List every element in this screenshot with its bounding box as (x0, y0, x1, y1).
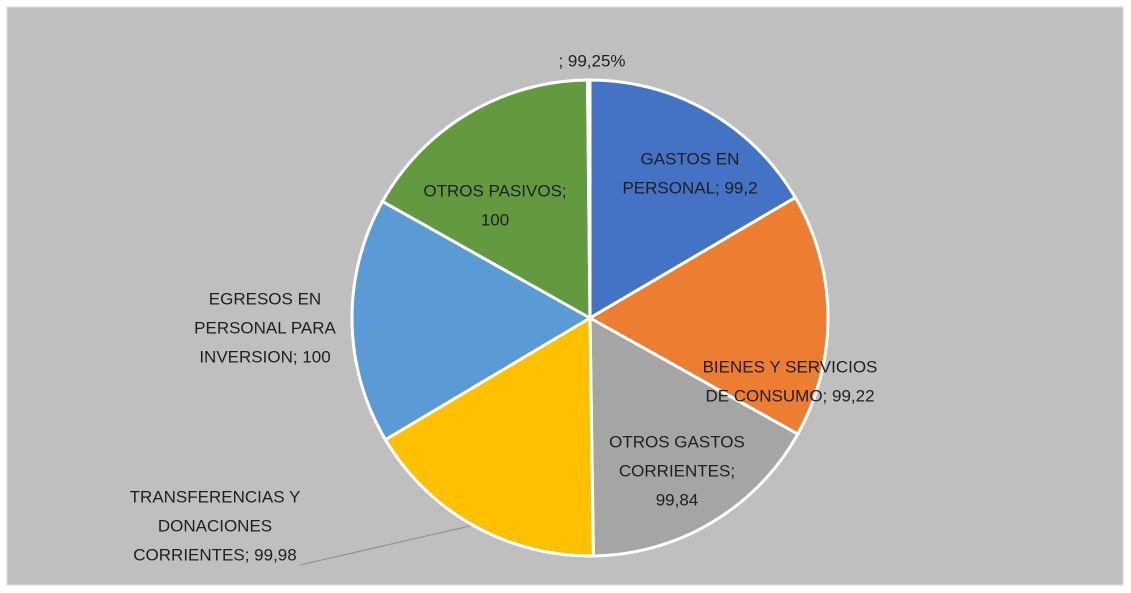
pie-slice (380, 78, 592, 321)
leader-line (299, 525, 471, 566)
data-label: DE CONSUMO; 99,22 (705, 386, 874, 405)
data-label: CORRIENTES; (619, 461, 735, 480)
data-label: EGRESOS EN (209, 289, 321, 308)
pie-slice (350, 199, 593, 442)
data-label: INVERSION; 100 (199, 347, 330, 366)
pie-slice (588, 78, 798, 321)
data-label: DONACIONES (158, 516, 272, 535)
data-label: ; 99,25% (558, 51, 625, 70)
data-label: BIENES Y SERVICIOS (703, 357, 878, 376)
data-label: OTROS PASIVOS; (423, 181, 566, 200)
pie-slice (586, 78, 592, 319)
data-label: 100 (481, 210, 509, 229)
data-label: GASTOS EN (641, 149, 740, 168)
pie-slice (588, 315, 800, 558)
data-label: PERSONAL PARA (194, 318, 336, 337)
data-label: TRANSFERENCIAS Y (130, 487, 301, 506)
data-label: OTROS GASTOS (609, 432, 745, 451)
data-label: PERSONAL; 99,2 (622, 178, 757, 197)
pie-slice (586, 195, 830, 437)
data-label: CORRIENTES; 99,98 (133, 545, 296, 564)
data-label: 99,84 (656, 490, 699, 509)
pie-slice (383, 315, 595, 558)
